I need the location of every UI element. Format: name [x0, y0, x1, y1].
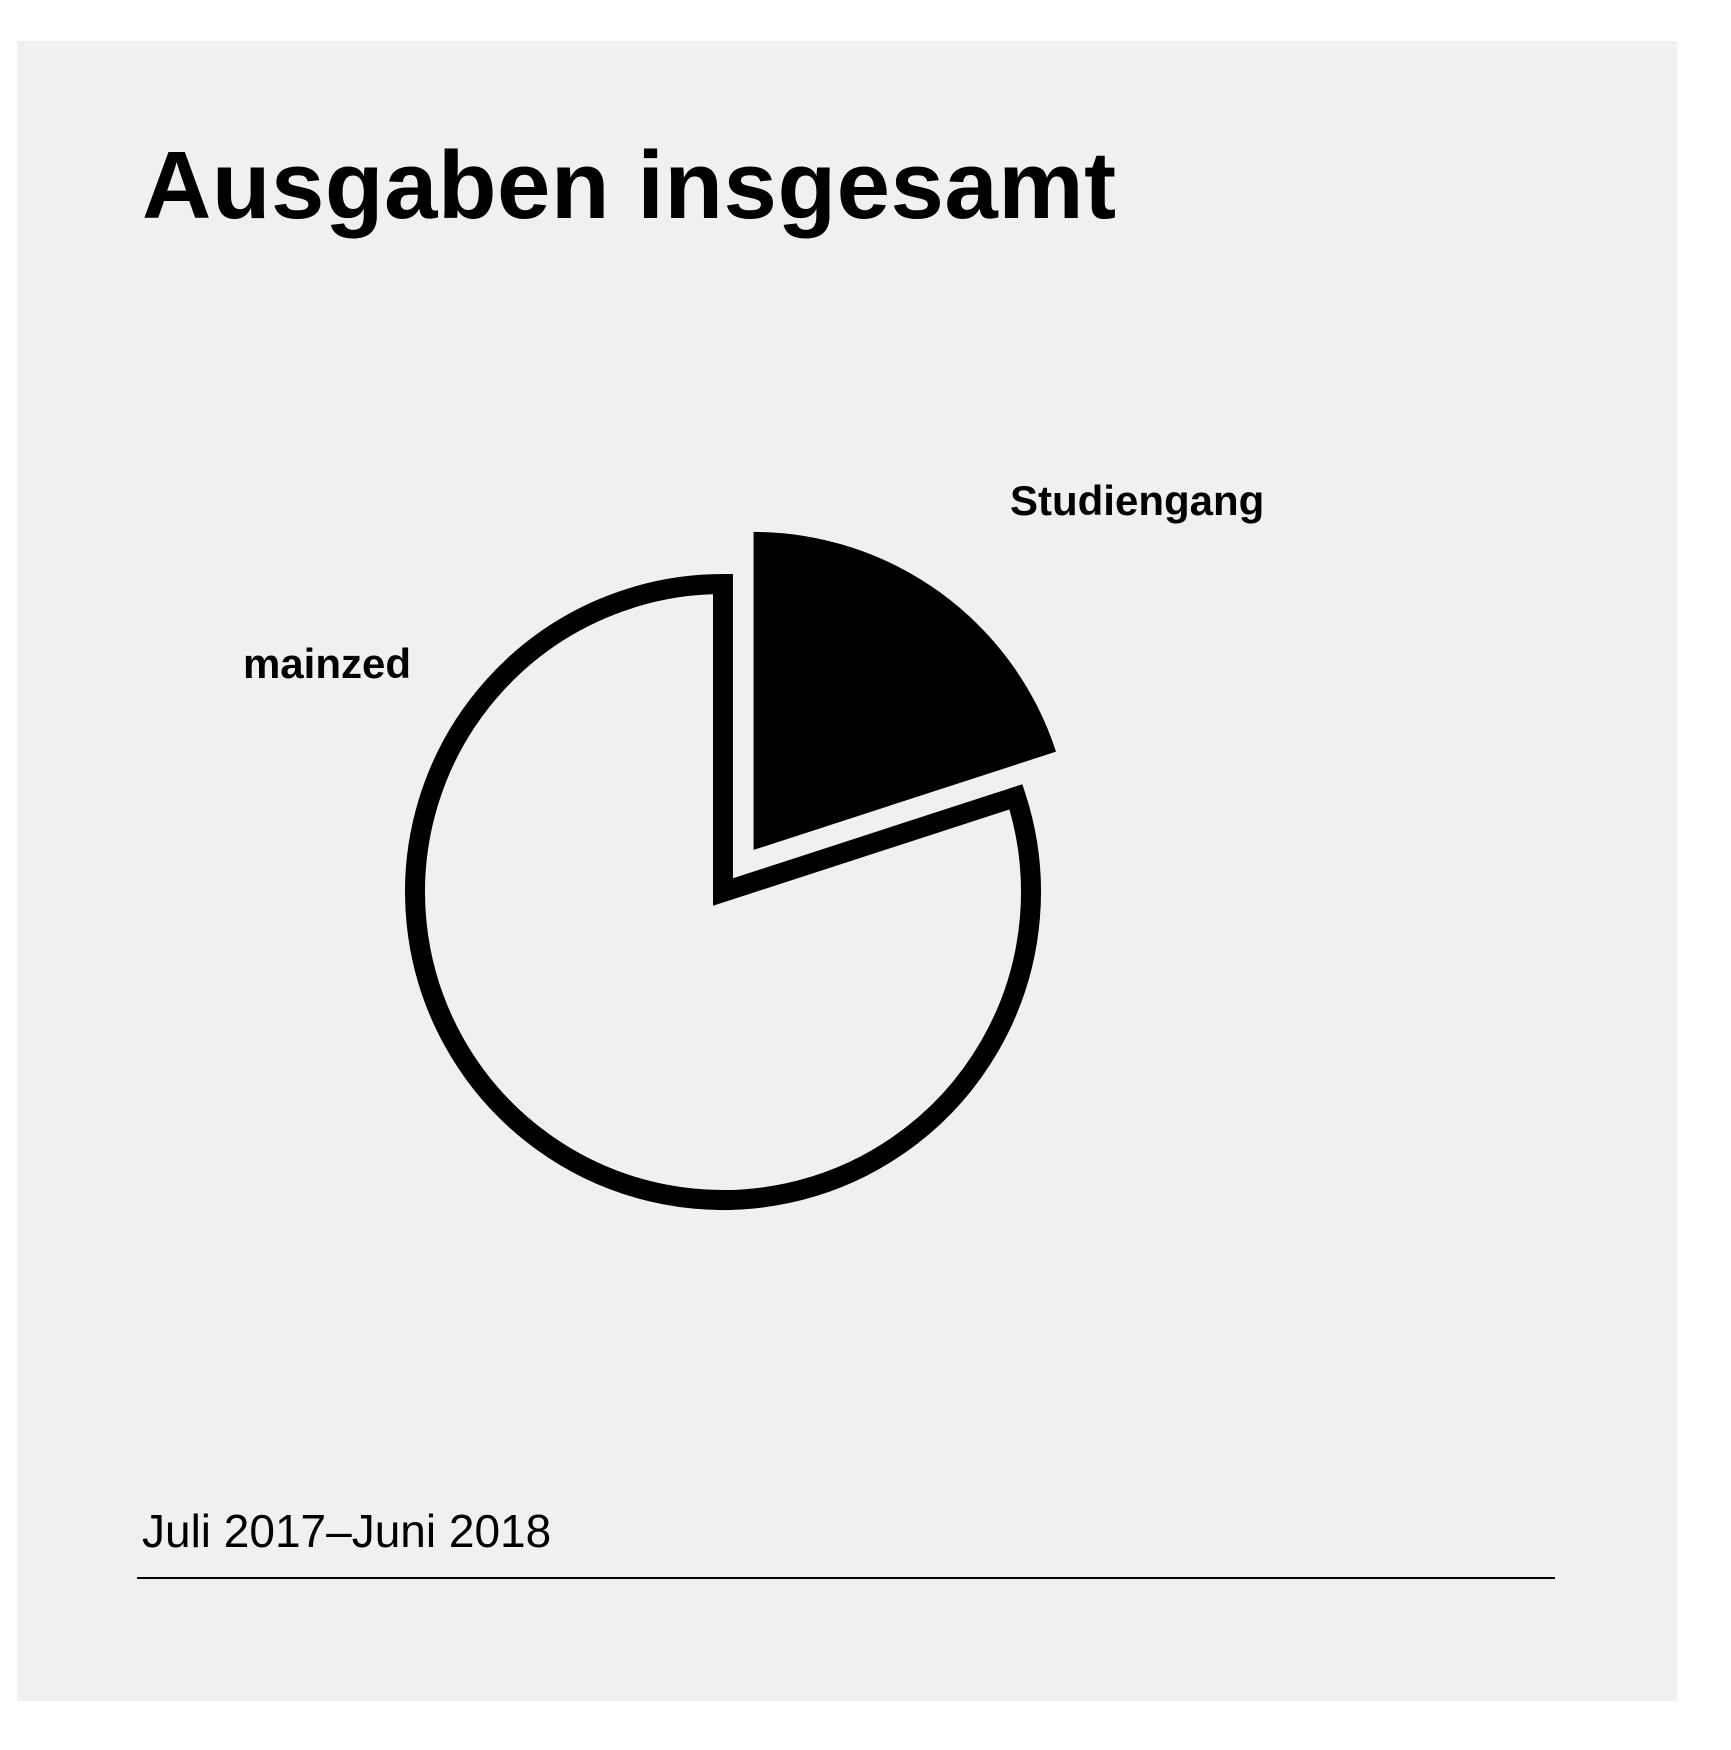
pie-slice-studiengang	[753, 531, 1057, 850]
chart-title: Ausgaben insgesamt	[142, 132, 1117, 239]
period-label: Juli 2017–Juni 2018	[142, 1505, 552, 1557]
slice-label-studiengang: Studiengang	[1010, 477, 1264, 524]
slice-label-mainzed: mainzed	[243, 640, 411, 687]
divider-line	[137, 1577, 1555, 1579]
pie-slice-mainzed	[405, 573, 1041, 1210]
